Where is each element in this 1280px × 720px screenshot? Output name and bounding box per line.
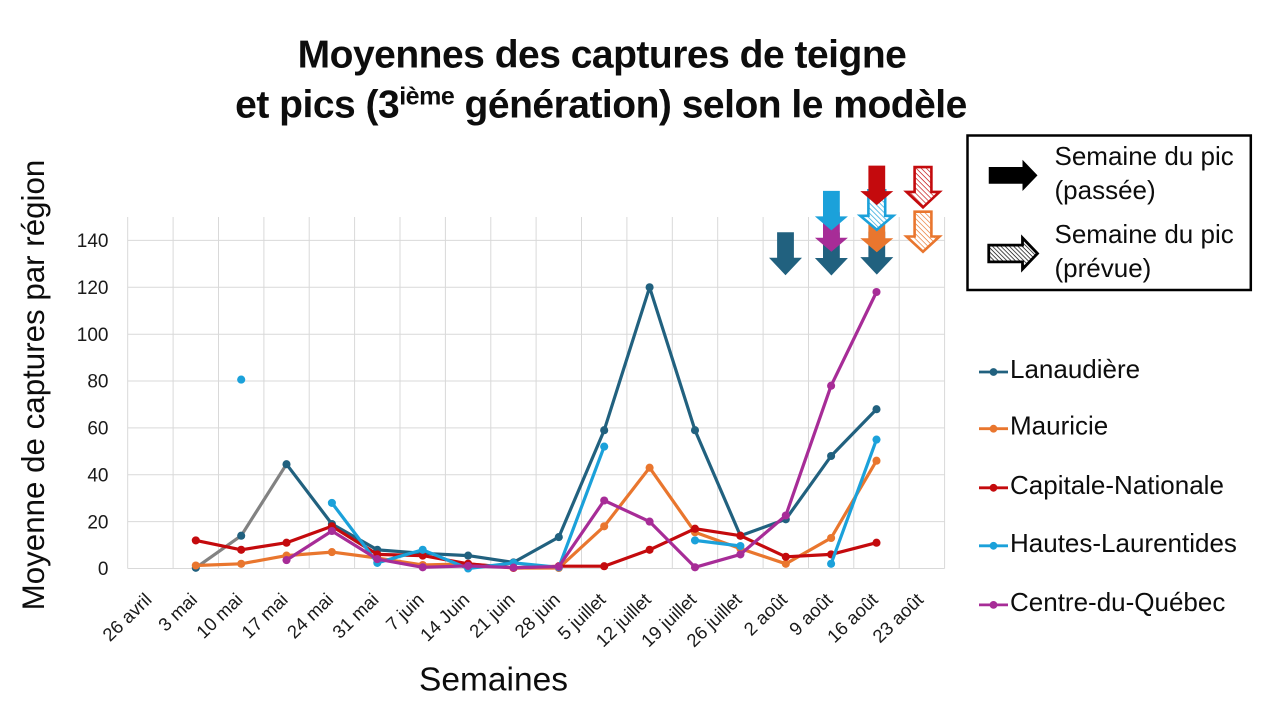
svg-text:20: 20 xyxy=(87,512,108,533)
svg-text:Centre-du-Québec: Centre-du-Québec xyxy=(1010,587,1225,617)
svg-text:(prévue): (prévue) xyxy=(1055,253,1152,283)
svg-text:120: 120 xyxy=(77,278,109,299)
svg-text:80: 80 xyxy=(87,372,108,393)
svg-text:Semaine du pic: Semaine du pic xyxy=(1055,141,1234,171)
svg-text:Moyenne de captures par région: Moyenne de captures par région xyxy=(16,160,51,611)
svg-text:Capitale-Nationale: Capitale-Nationale xyxy=(1010,470,1224,500)
svg-text:(passée): (passée) xyxy=(1055,175,1156,205)
svg-text:et pics (3ième génération) sel: et pics (3ième génération) selon le modè… xyxy=(235,83,967,127)
svg-text:Moyennes des captures de teign: Moyennes des captures de teigne xyxy=(298,34,907,77)
svg-text:Semaines: Semaines xyxy=(419,662,568,699)
svg-text:100: 100 xyxy=(77,325,109,346)
svg-text:0: 0 xyxy=(98,559,109,580)
svg-text:Hautes-Laurentides: Hautes-Laurentides xyxy=(1010,528,1237,558)
svg-text:Lanaudière: Lanaudière xyxy=(1010,354,1140,384)
svg-text:60: 60 xyxy=(87,419,108,440)
svg-text:40: 40 xyxy=(87,466,108,487)
svg-text:Semaine du pic: Semaine du pic xyxy=(1055,219,1234,249)
svg-text:Mauricie: Mauricie xyxy=(1010,411,1108,441)
svg-text:140: 140 xyxy=(77,231,109,252)
